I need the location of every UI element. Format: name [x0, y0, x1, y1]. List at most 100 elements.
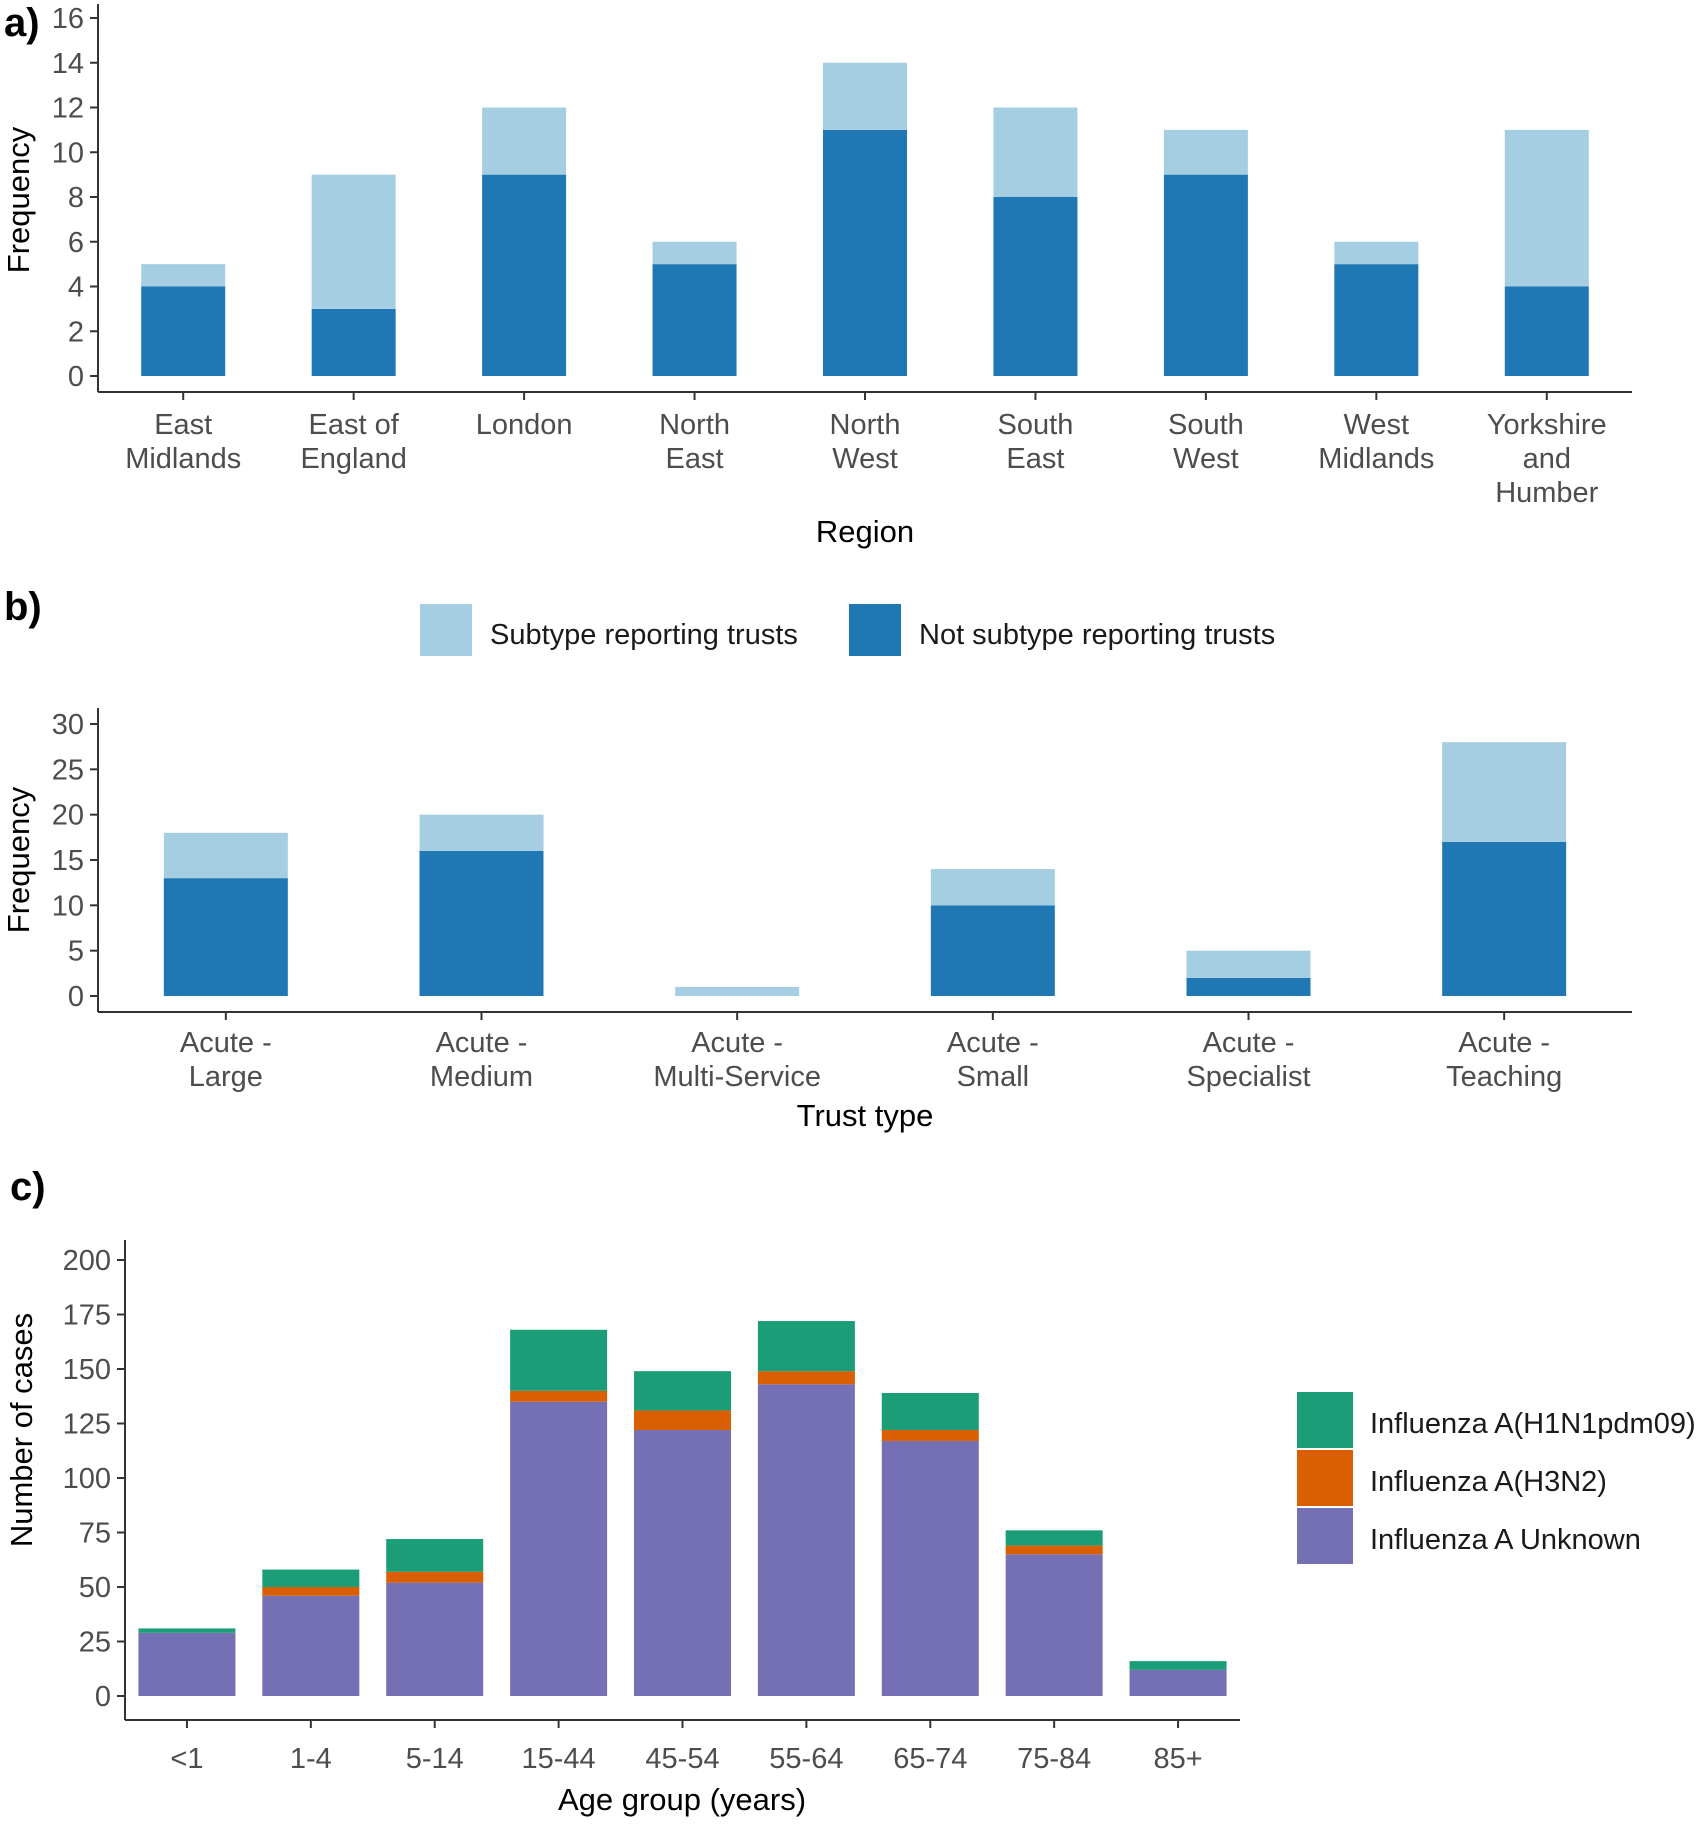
panel-b-ytick-label: 25 [52, 754, 84, 786]
bar-a-east-midlands-subtype-reporting-trusts [141, 264, 226, 287]
panel-b-xtick-label: Acute -Teaching [1446, 1027, 1562, 1093]
bar-c-75-84-influenza-a-h1n1pdm09 [1005, 1530, 1103, 1546]
panel-a-y-title: Frequency [1, 126, 36, 273]
legend-influenza-subtype: Influenza A(H1N1pdm09) Influenza A(H3N2)… [1297, 1392, 1696, 1564]
panel-a-ytick-label: 16 [52, 3, 84, 35]
bar-a-yorkshire-and-humber-not-subtype-reporting-trusts [1504, 286, 1589, 376]
panel-b-x-ticks: Acute -Large Acute -Medium Acute -Multi-Se… [180, 1012, 1562, 1093]
panel-a-xtick-label: London [476, 409, 573, 441]
bar-a-south-west-not-subtype-reporting-trusts [1163, 174, 1248, 376]
bar-c-45-54-influenza-a-h3n2 [634, 1410, 731, 1431]
bar-c-65-74-influenza-a-h1n1pdm09 [881, 1392, 979, 1431]
bar-b-acute-large-subtype-reporting-trusts [163, 832, 288, 879]
bar-c-1-influenza-a-unknown [138, 1632, 236, 1696]
panel-a-ytick-label: 0 [68, 361, 84, 393]
bar-a-west-midlands-subtype-reporting-trusts [1334, 241, 1419, 265]
bar-a-east-of-england-not-subtype-reporting-trusts [311, 308, 396, 376]
panel-b-y-title: Frequency [1, 786, 36, 933]
panel-c-y-ticks: 0 25 50 75 100 125 150 175 200 [63, 1245, 125, 1713]
bar-b-acute-small-subtype-reporting-trusts [930, 869, 1055, 906]
panel-c-xtick-label: 65-74 [893, 1743, 967, 1775]
panel-b-xtick-label: Acute -Medium [430, 1027, 533, 1093]
panel-a-label: a) [4, 1, 40, 45]
legend-unknown-swatch [1297, 1508, 1353, 1564]
bar-c-1-4-influenza-a-unknown [262, 1595, 360, 1696]
bar-a-north-west-subtype-reporting-trusts [823, 62, 907, 130]
panel-c-xtick-label: 15-44 [522, 1743, 596, 1775]
bar-c-55-64-influenza-a-h1n1pdm09 [757, 1321, 855, 1372]
panel-a-ytick-label: 6 [68, 227, 84, 259]
panel-b-y-ticks: 0 5 10 15 20 25 30 [52, 709, 98, 1013]
panel-a-ytick-label: 12 [52, 93, 84, 125]
legend-h1n1-swatch [1297, 1392, 1353, 1448]
panel-b-ytick-label: 10 [52, 890, 84, 922]
panel-c-ytick-label: 0 [95, 1681, 111, 1713]
panel-a-ytick-label: 14 [52, 48, 84, 80]
legend-subtype-swatch [420, 604, 472, 656]
bar-a-east-of-england-subtype-reporting-trusts [311, 174, 396, 309]
bar-a-yorkshire-and-humber-subtype-reporting-trusts [1504, 129, 1589, 287]
bar-b-acute-multi-service-subtype-reporting-trusts [675, 986, 800, 996]
bar-c-85-influenza-a-h1n1pdm09 [1129, 1661, 1227, 1670]
panel-c-xtick-label: 45-54 [645, 1743, 719, 1775]
panel-c-ytick-label: 175 [63, 1300, 111, 1332]
panel-c-ytick-label: 150 [63, 1354, 111, 1386]
legend-h3n2-swatch [1297, 1450, 1353, 1506]
panel-b-ytick-label: 30 [52, 709, 84, 741]
bar-b-acute-medium-not-subtype-reporting-trusts [419, 850, 544, 996]
bar-c-15-44-influenza-a-h3n2 [510, 1390, 608, 1402]
panel-c-xtick-label: 75-84 [1017, 1743, 1091, 1775]
bar-a-north-east-subtype-reporting-trusts [652, 241, 737, 265]
bar-a-south-east-subtype-reporting-trusts [993, 107, 1078, 197]
panel-a-xtick-label: South West [1168, 409, 1244, 475]
panel-a-x-title: Region [816, 514, 914, 549]
panel-a-region-chart: a) 0 2 4 6 8 10 12 14 16 East Midlands East of Engl… [1, 1, 1632, 549]
bar-b-acute-specialist-not-subtype-reporting-trusts [1186, 977, 1311, 996]
bar-b-acute-large-not-subtype-reporting-trusts [163, 878, 288, 996]
legend-not-subtype-swatch [849, 604, 901, 656]
legend-h1n1-label: Influenza A(H1N1pdm09) [1370, 1408, 1696, 1440]
panel-a-ytick-label: 4 [68, 272, 84, 304]
bar-c-5-14-influenza-a-h1n1pdm09 [386, 1539, 484, 1572]
panel-c-y-title: Number of cases [4, 1313, 39, 1547]
panel-b-x-title: Trust type [797, 1098, 934, 1133]
panel-a-xtick-label: North West [830, 409, 901, 475]
panel-b-xtick-label: Acute -Large [180, 1027, 272, 1093]
bar-c-15-44-influenza-a-unknown [510, 1401, 608, 1696]
bar-b-acute-teaching-subtype-reporting-trusts [1442, 742, 1567, 842]
panel-a-xtick-label: East of England [300, 409, 406, 475]
bar-c-1-4-influenza-a-h3n2 [262, 1587, 360, 1596]
panel-b-ytick-label: 15 [52, 845, 84, 877]
panel-a-y-ticks: 0 2 4 6 8 10 12 14 16 [52, 3, 98, 393]
panel-c-xtick-label: 85+ [1153, 1743, 1202, 1775]
panel-c-ytick-label: 75 [79, 1518, 111, 1550]
bar-a-south-east-not-subtype-reporting-trusts [993, 197, 1078, 376]
bar-c-55-64-influenza-a-unknown [757, 1384, 855, 1696]
bar-a-london-subtype-reporting-trusts [482, 107, 567, 175]
bar-c-5-14-influenza-a-h3n2 [386, 1571, 484, 1583]
panel-c-xtick-label: <1 [170, 1743, 203, 1775]
legend-subtype-label: Subtype reporting trusts [490, 619, 798, 651]
panel-b-xtick-label: Acute -Small [947, 1027, 1039, 1093]
bar-a-london-not-subtype-reporting-trusts [482, 174, 567, 376]
bar-a-south-west-subtype-reporting-trusts [1163, 129, 1248, 175]
legend-trust-reporting: Subtype reporting trusts Not subtype rep… [420, 604, 1275, 656]
legend-unknown-label: Influenza A Unknown [1370, 1524, 1641, 1556]
panel-a-xtick-label: West Midlands [1318, 409, 1434, 475]
panel-b-trust-type-chart: b) 0 5 10 15 20 25 30 Acute -Large Acute -Mediu… [1, 585, 1632, 1133]
panel-c-x-title: Age group (years) [558, 1782, 806, 1817]
panel-c-age-group-chart: c) 0 25 50 75 100 125 150 175 200 <1 1-4 5-14 15-44… [4, 1165, 1240, 1817]
panel-c-ytick-label: 200 [63, 1245, 111, 1277]
bar-b-acute-teaching-not-subtype-reporting-trusts [1442, 841, 1567, 996]
legend-h3n2-label: Influenza A(H3N2) [1370, 1466, 1607, 1498]
bar-a-west-midlands-not-subtype-reporting-trusts [1334, 264, 1419, 376]
panel-b-xtick-label: Acute -Specialist [1186, 1027, 1310, 1093]
bar-c-65-74-influenza-a-unknown [881, 1440, 979, 1696]
bar-c-65-74-influenza-a-h3n2 [881, 1430, 979, 1441]
legend-not-subtype-label: Not subtype reporting trusts [919, 619, 1275, 651]
bar-c-45-54-influenza-a-unknown [634, 1430, 731, 1696]
panel-a-ytick-label: 8 [68, 182, 84, 214]
panel-a-xtick-label: East Midlands [125, 409, 241, 475]
bar-c-55-64-influenza-a-h3n2 [757, 1371, 855, 1385]
